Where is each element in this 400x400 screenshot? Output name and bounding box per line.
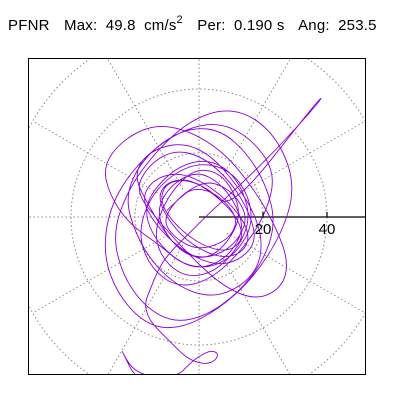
trace-layer [104,97,322,374]
tick-label-40: 40 [319,221,336,238]
station-code: PFNR [8,17,50,34]
max-unit-base: cm/s [144,17,177,34]
grid-spoke-150 [32,120,172,202]
grid-spoke-120 [107,59,184,190]
max-unit: cm/s2 [144,14,183,34]
period-label: Per: [197,17,226,34]
max-value: 49.8 [105,17,136,34]
grid-spoke-240 [107,244,184,374]
trace-line-0 [104,97,322,374]
grid-spoke-330 [226,232,365,314]
max-label: Max: [64,17,98,34]
grid-spoke-60 [214,59,291,190]
polar-hodogram-chart: 20 40 [29,59,365,374]
grid-spoke-210 [32,232,172,314]
grid-spoke-30 [226,120,365,202]
grid-spoke-300 [214,244,291,374]
period-value: 0.190 s [233,17,285,34]
tick-label-layer: 20 40 [255,212,336,238]
angle-label: Ang: [298,17,330,34]
tick-label-20: 20 [255,221,272,238]
max-unit-exponent: 2 [176,14,183,26]
plot-area: 20 40 [28,58,366,375]
chart-header: PFNR Max: 49.8 cm/s2 Per: 0.190 s Ang: 2… [8,14,387,34]
angle-value: 253.5 [338,17,377,34]
